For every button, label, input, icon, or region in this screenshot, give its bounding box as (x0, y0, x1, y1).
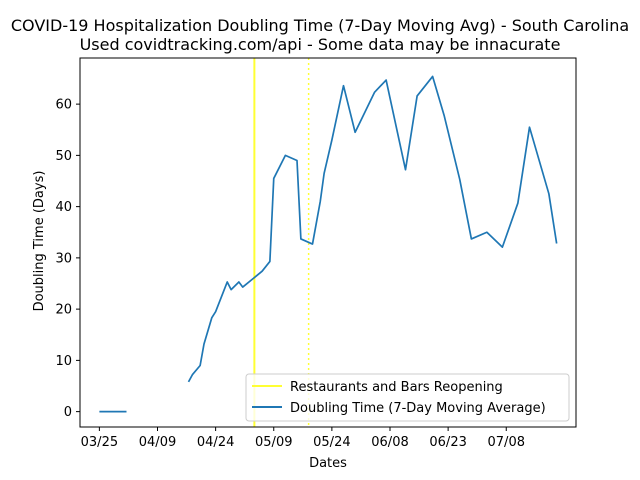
plot-background (80, 58, 576, 427)
x-tick-label: 06/23 (429, 435, 466, 450)
x-tick-label: 04/24 (197, 435, 234, 450)
legend-label-reopening: Restaurants and Bars Reopening (290, 380, 503, 395)
x-axis-label: Dates (309, 456, 347, 471)
y-tick-label: 50 (55, 149, 72, 164)
legend: Restaurants and Bars Reopening Doubling … (245, 373, 570, 422)
y-tick-label: 40 (55, 200, 72, 215)
x-tick-label: 05/09 (255, 435, 292, 450)
y-axis-label: Doubling Time (Days) (32, 171, 47, 312)
y-tick-label: 0 (64, 405, 72, 420)
chart-title: COVID-19 Hospitalization Doubling Time (… (11, 16, 629, 35)
x-tick-label: 03/25 (81, 435, 118, 450)
x-tick-label: 07/08 (488, 435, 525, 450)
y-tick-label: 20 (55, 303, 72, 318)
x-tick-label: 05/24 (313, 435, 350, 450)
y-tick-label: 10 (55, 354, 72, 369)
legend-box (245, 373, 570, 422)
legend-label-doubling-time: Doubling Time (7-Day Moving Average) (290, 401, 546, 416)
y-tick-label: 30 (55, 251, 72, 266)
plot-frame (79, 57, 577, 428)
x-tick-label: 06/08 (371, 435, 408, 450)
series-line-segment-2 (187, 75, 558, 383)
y-tick-label: 60 (55, 98, 72, 113)
plot-area (79, 57, 577, 428)
chart-subtitle: Used covidtracking.com/api - Some data m… (80, 35, 561, 54)
x-tick-label: 04/09 (139, 435, 176, 450)
x-axis: 03/25 04/09 04/24 05/09 05/24 06/08 06/23 07/08 (81, 427, 525, 450)
y-axis: 0 10 20 30 40 50 60 (55, 98, 80, 420)
